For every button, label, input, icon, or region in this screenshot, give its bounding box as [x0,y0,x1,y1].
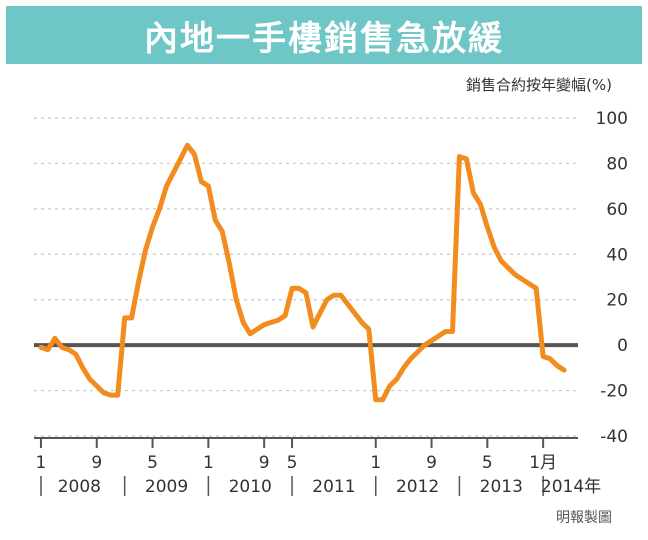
x-tick-label: 5 [147,453,158,473]
grid-lines [34,117,578,437]
y-tick-label: 60 [606,200,628,220]
y-tick-label: 100 [596,109,628,129]
x-tick-label: 5 [482,453,493,473]
x-tick-label: 1 [36,453,47,473]
x-tick-label: 1 [203,453,214,473]
year-label: 2011 [312,477,355,497]
year-label: 2012 [396,477,439,497]
y-tick-label: 80 [606,154,628,174]
series-line-0 [38,142,567,403]
year-label: 2008 [58,477,101,497]
x-tick-label: 5 [287,453,298,473]
y-tick-label: 20 [606,291,628,311]
year-label: 2013 [480,477,523,497]
y-tick-labels: 100 80 60 40 20 0 -20 -40 [596,109,628,447]
y-tick-label: 40 [606,245,628,265]
y-axis-label: 銷售合約按年變幅(%) [466,76,612,94]
x-tick-label: 1 [370,453,381,473]
series-group [38,142,567,403]
x-tick-label: 9 [91,453,102,473]
chart-title: 內地一手樓銷售急放緩 [6,6,642,64]
x-tick-label: 9 [259,453,270,473]
y-tick-label: -40 [600,427,628,447]
year-label: 2014年 [541,477,601,497]
x-tick-label: 9 [426,453,437,473]
x-tick-label: 1月 [529,453,557,473]
year-label: 2009 [145,477,188,497]
y-tick-label: 0 [617,336,628,356]
year-label: 2010 [229,477,272,497]
credit-label: 明報製圖 [556,510,612,526]
y-tick-label: -20 [600,382,628,402]
